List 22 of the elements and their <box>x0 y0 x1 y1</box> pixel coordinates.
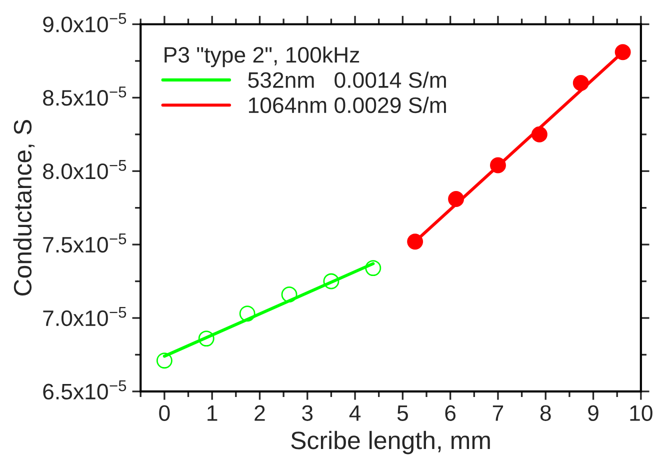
legend-label: 532nm 0.0014 S/m <box>248 72 446 88</box>
x-tick-label: 3 <box>302 405 313 421</box>
y-axis-title: Conductance, S <box>13 120 35 296</box>
y-tick-label: 6.5x10$^{−5}$ <box>43 380 126 400</box>
x-axis-title: Scribe length, mm <box>291 430 490 454</box>
x-tick-label: 2 <box>254 405 265 421</box>
y-tick-label: 7.5x10$^{−5}$ <box>43 234 126 253</box>
y-tick-label: 8.5x10$^{−5}$ <box>43 86 126 106</box>
x-tick-label: 1 <box>208 405 218 421</box>
x-tick-label: 10 <box>630 405 652 421</box>
legend-title: P3 "type 2", 100kHz <box>164 46 360 68</box>
x-tick-label: 4 <box>349 405 361 421</box>
y-tick-label: 9.0x10$^{−5}$ <box>43 13 126 32</box>
y-tick-label: 8.0x10$^{−5}$ <box>43 160 126 180</box>
x-tick-label: 8 <box>540 405 551 421</box>
x-tick-label: 7 <box>492 405 504 421</box>
legend-label: 1064nm 0.0029 S/m <box>248 96 446 114</box>
x-tick-label: 5 <box>397 405 408 421</box>
x-tick-label: 9 <box>588 405 598 421</box>
x-tick-label: 0 <box>159 405 170 421</box>
y-tick-label: 7.0x10$^{−5}$ <box>43 306 126 326</box>
x-tick-label: 6 <box>445 405 456 421</box>
